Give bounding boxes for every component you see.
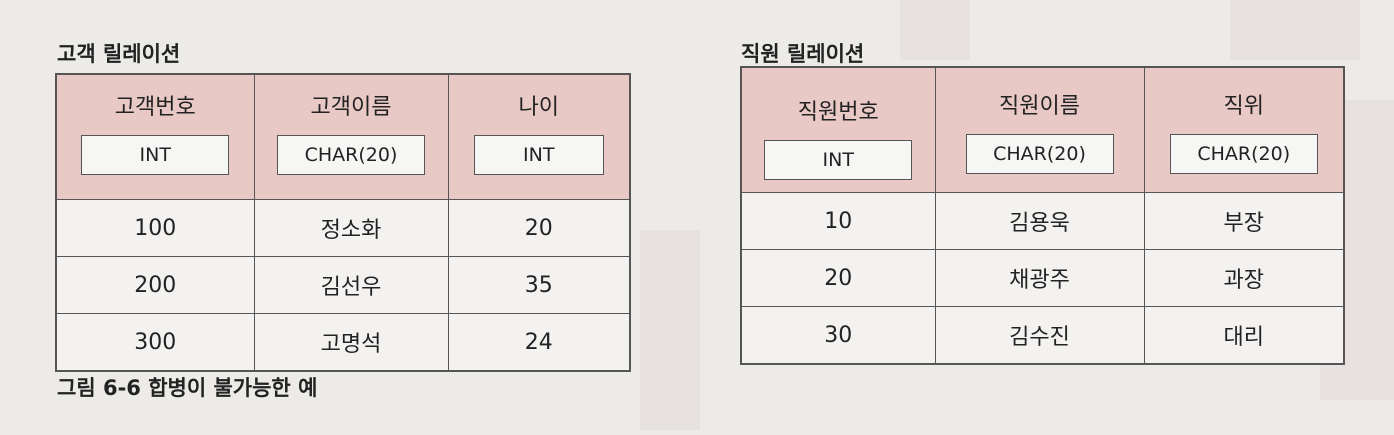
table-cell: 100 (55, 199, 255, 257)
column-name: 고객번호 (114, 95, 196, 120)
show-through-bar (900, 0, 970, 60)
table-cell: 300 (55, 313, 255, 372)
table-row: 30 김수진 대리 (740, 306, 1345, 365)
employee-relation-table: 직원번호 INT 직원이름 CHAR(20) 직위 CHAR(20) 10 김용… (740, 66, 1345, 365)
column-header: 나이 INT (447, 73, 631, 200)
table-cell: 24 (447, 313, 631, 372)
table-cell: 고명석 (253, 313, 449, 372)
table-cell: 대리 (1143, 306, 1345, 365)
column-header: 고객이름 CHAR(20) (253, 73, 449, 200)
show-through-bar (640, 230, 700, 430)
table-row: 200 김선우 35 (55, 256, 631, 314)
table-cell: 부장 (1143, 192, 1345, 250)
table-cell: 김수진 (934, 306, 1145, 365)
show-through-bar (1230, 0, 1360, 60)
column-header: 직원이름 CHAR(20) (934, 66, 1145, 193)
column-name: 직원이름 (999, 94, 1080, 119)
table-cell: 30 (740, 306, 936, 365)
column-header: 직원번호 INT (740, 66, 936, 193)
column-name: 고객이름 (310, 95, 392, 120)
table-row: 100 정소화 20 (55, 199, 631, 257)
table-row: 20 채광주 과장 (740, 249, 1345, 307)
figure-caption: 그림 6-6 합병이 불가능한 예 (57, 376, 318, 400)
column-type: INT (764, 140, 913, 180)
table-row: 10 김용욱 부장 (740, 192, 1345, 250)
table-cell: 김선우 (253, 256, 449, 314)
table-header-row: 고객번호 INT 고객이름 CHAR(20) 나이 INT (55, 73, 631, 200)
customer-relation-table: 고객번호 INT 고객이름 CHAR(20) 나이 INT 100 정소화 20… (55, 73, 631, 372)
column-name: 직원번호 (797, 100, 879, 125)
table-cell: 20 (447, 199, 631, 257)
column-type: CHAR(20) (277, 135, 425, 175)
table-cell: 35 (447, 256, 631, 314)
table-cell: 김용욱 (934, 192, 1145, 250)
column-type: CHAR(20) (965, 134, 1114, 174)
column-name: 나이 (518, 95, 559, 120)
column-type: INT (473, 135, 604, 175)
table-cell: 과장 (1143, 249, 1345, 307)
column-header: 고객번호 INT (55, 73, 255, 200)
column-header: 직위 CHAR(20) (1143, 66, 1345, 193)
table-header-row: 직원번호 INT 직원이름 CHAR(20) 직위 CHAR(20) (740, 66, 1345, 193)
column-name: 직위 (1223, 94, 1264, 119)
table-cell: 10 (740, 192, 936, 250)
employee-relation-title: 직원 릴레이션 (741, 42, 865, 66)
column-type: CHAR(20) (1169, 134, 1318, 174)
table-cell: 200 (55, 256, 255, 314)
customer-relation-title: 고객 릴레이션 (57, 42, 181, 66)
column-type: INT (81, 135, 230, 175)
table-cell: 정소화 (253, 199, 449, 257)
table-cell: 20 (740, 249, 936, 307)
table-cell: 채광주 (934, 249, 1145, 307)
table-row: 300 고명석 24 (55, 313, 631, 372)
